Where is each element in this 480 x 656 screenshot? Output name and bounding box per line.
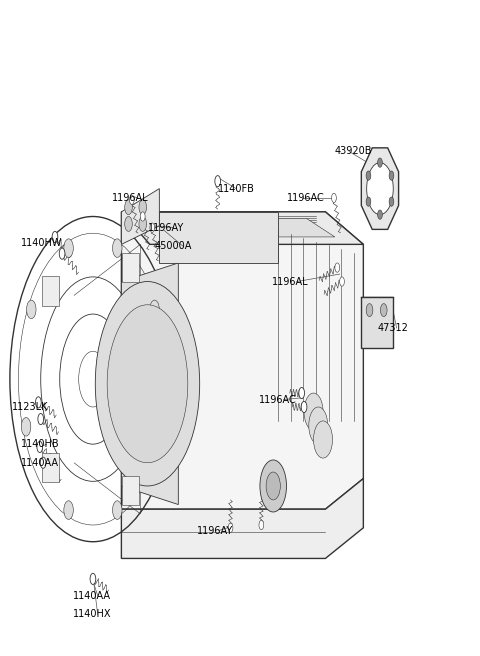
Circle shape: [299, 388, 304, 399]
Circle shape: [367, 163, 393, 215]
Text: 43920B: 43920B: [335, 146, 372, 156]
FancyBboxPatch shape: [361, 297, 393, 348]
Circle shape: [389, 197, 394, 206]
Circle shape: [260, 460, 287, 512]
Circle shape: [335, 263, 340, 272]
Text: 1196AY: 1196AY: [147, 222, 184, 233]
Circle shape: [130, 195, 134, 205]
Circle shape: [125, 216, 132, 232]
Polygon shape: [121, 263, 179, 504]
Polygon shape: [164, 218, 335, 237]
Circle shape: [26, 300, 36, 319]
Circle shape: [64, 239, 73, 257]
Polygon shape: [159, 212, 278, 263]
Circle shape: [107, 305, 188, 462]
Circle shape: [150, 300, 159, 319]
Circle shape: [301, 401, 307, 413]
Polygon shape: [122, 253, 139, 283]
Polygon shape: [121, 212, 363, 245]
Text: 1140HW: 1140HW: [21, 237, 62, 247]
Circle shape: [304, 393, 323, 430]
Circle shape: [139, 200, 146, 215]
Text: 1196AC: 1196AC: [288, 193, 325, 203]
Circle shape: [366, 171, 371, 180]
Circle shape: [125, 200, 132, 215]
Polygon shape: [361, 148, 398, 230]
Polygon shape: [42, 453, 59, 482]
Text: 47312: 47312: [378, 323, 408, 333]
Circle shape: [215, 176, 220, 187]
Circle shape: [228, 523, 233, 533]
Text: 1140HX: 1140HX: [73, 609, 111, 619]
Circle shape: [59, 248, 65, 259]
Circle shape: [381, 304, 387, 317]
Polygon shape: [121, 189, 159, 245]
Circle shape: [38, 413, 44, 424]
Text: 1140HB: 1140HB: [21, 439, 60, 449]
Text: 1196AY: 1196AY: [197, 525, 234, 535]
Text: 1196AC: 1196AC: [259, 394, 297, 405]
Circle shape: [112, 501, 122, 520]
Circle shape: [37, 441, 43, 453]
Circle shape: [64, 501, 73, 520]
Polygon shape: [121, 212, 363, 509]
Circle shape: [150, 440, 159, 458]
Text: 1140FB: 1140FB: [218, 184, 254, 194]
Polygon shape: [122, 476, 139, 506]
Polygon shape: [42, 276, 59, 306]
Circle shape: [389, 171, 394, 180]
Circle shape: [112, 239, 122, 257]
Circle shape: [309, 407, 328, 444]
Polygon shape: [121, 478, 363, 558]
Circle shape: [139, 216, 146, 232]
Text: 45000A: 45000A: [155, 241, 192, 251]
Circle shape: [332, 194, 336, 203]
Circle shape: [266, 472, 280, 500]
Circle shape: [378, 210, 383, 219]
Circle shape: [366, 304, 373, 317]
Circle shape: [259, 520, 264, 529]
Text: 1140AA: 1140AA: [73, 590, 111, 601]
Circle shape: [96, 281, 200, 486]
Text: 1123LK: 1123LK: [12, 402, 49, 412]
Circle shape: [378, 158, 383, 167]
Circle shape: [340, 277, 344, 286]
Circle shape: [313, 421, 333, 458]
Circle shape: [36, 397, 41, 408]
Circle shape: [150, 223, 155, 232]
Text: 1196AL: 1196AL: [112, 193, 148, 203]
Text: 1196AL: 1196AL: [272, 277, 309, 287]
Circle shape: [90, 573, 96, 584]
Text: 1140AA: 1140AA: [21, 458, 59, 468]
Circle shape: [21, 417, 31, 436]
Circle shape: [40, 457, 46, 468]
Circle shape: [52, 232, 58, 243]
Circle shape: [140, 212, 145, 221]
Circle shape: [366, 197, 371, 206]
